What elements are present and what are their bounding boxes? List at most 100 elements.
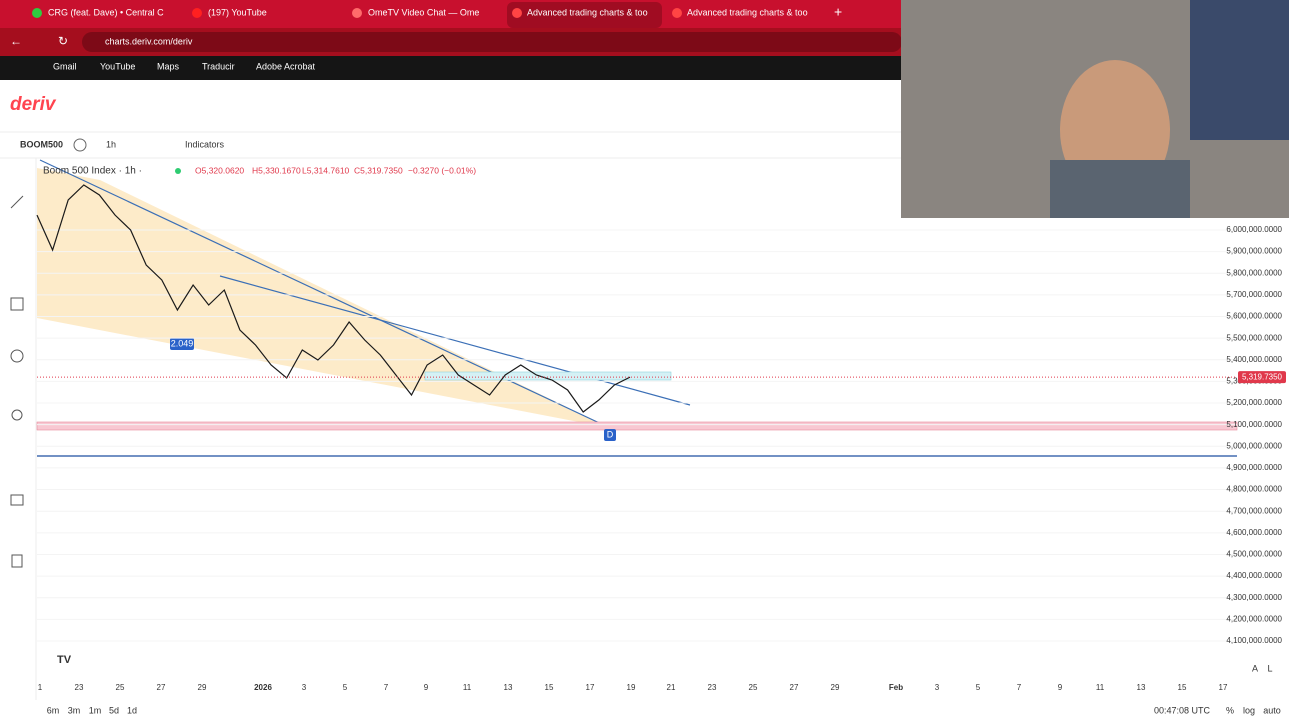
range-button[interactable]: 1d	[127, 705, 137, 715]
webcam-background	[1190, 0, 1289, 140]
y-tick-label: 5,000,000.0000	[1226, 441, 1282, 450]
x-tick-label: 15	[545, 683, 554, 692]
tool-icon[interactable]	[11, 554, 23, 568]
x-tick-label: 7	[1017, 683, 1022, 692]
ohlc-value: H5,330.1670	[252, 165, 301, 175]
add-symbol[interactable]	[73, 138, 87, 152]
scale-option[interactable]: auto	[1263, 705, 1281, 715]
y-tick-label: 4,100,000.0000	[1226, 636, 1282, 645]
y-tick-label: 5,900,000.0000	[1226, 247, 1282, 256]
tab-title[interactable]: OmeTV Video Chat — Ome	[368, 7, 479, 17]
y-tick-label: 4,800,000.0000	[1226, 485, 1282, 494]
tool-icon[interactable]	[10, 297, 24, 311]
y-tick-label: 4,400,000.0000	[1226, 571, 1282, 580]
x-tick-label: 19	[627, 683, 636, 692]
x-tick-label: 3	[935, 683, 940, 692]
y-tick-label: 4,700,000.0000	[1226, 506, 1282, 515]
y-tick-label: 5,800,000.0000	[1226, 268, 1282, 277]
y-tick-label: 5,700,000.0000	[1226, 290, 1282, 299]
back-button[interactable]: ←	[10, 34, 22, 48]
annotation-badge	[604, 429, 616, 441]
favicon	[192, 8, 202, 18]
price-line	[36, 184, 631, 413]
ohlc-legend: O5,320.0620 H5,330.1670 L5,314.7610 C5,319.…	[195, 165, 476, 175]
x-tick-label: 9	[1058, 683, 1063, 692]
tab-title[interactable]: CRG (feat. Dave) • Central C	[48, 7, 164, 17]
bookmark[interactable]: Adobe Acrobat	[256, 61, 316, 71]
bookmark[interactable]: Maps	[157, 61, 180, 71]
y-tick-label: 4,300,000.0000	[1226, 593, 1282, 602]
tab-title[interactable]: (197) YouTube	[208, 7, 267, 17]
favicon	[32, 8, 42, 18]
tab-title[interactable]: Advanced trading charts & too	[687, 7, 808, 17]
clock: 00:47:08 UTC	[1154, 705, 1211, 715]
favicon	[672, 8, 682, 18]
active-tab[interactable]	[507, 2, 662, 28]
y-tick-label: 4,900,000.0000	[1226, 463, 1282, 472]
footer: 6m 3m 1m 5d 1d 00:47:08 UTC% log auto A L	[47, 663, 1281, 715]
tool-icon[interactable]	[10, 195, 24, 209]
reload-button[interactable]: ↻	[58, 34, 68, 48]
trend-line	[219, 275, 691, 406]
x-tick-label: 11	[1096, 683, 1105, 692]
scale-option[interactable]: %	[1226, 705, 1234, 715]
favicon	[512, 8, 522, 18]
ohlc-value: O5,320.0620	[195, 165, 244, 175]
zone	[36, 421, 1238, 431]
zone	[424, 371, 672, 381]
favicon	[352, 8, 362, 18]
bookmark[interactable]: Gmail	[53, 61, 77, 71]
ohlc-value: L5,314.7610	[302, 165, 350, 175]
range-button[interactable]: 1m	[89, 705, 102, 715]
x-tick-label: 27	[157, 683, 166, 692]
x-tick-label: 15	[1178, 683, 1187, 692]
range-button[interactable]: 3m	[68, 705, 81, 715]
status-dot	[175, 168, 181, 174]
annotation: D	[607, 429, 614, 439]
x-tick-label: 25	[749, 683, 758, 692]
bookmark[interactable]: YouTube	[100, 61, 135, 71]
url[interactable]: charts.deriv.com/deriv	[105, 36, 193, 46]
interval[interactable]: 1h	[106, 139, 116, 149]
x-tick-label: 5	[976, 683, 981, 692]
y-tick-label: 5,200,000.0000	[1226, 398, 1282, 407]
indicators-button[interactable]: Indicators	[185, 139, 225, 149]
scale-button[interactable]: A	[1252, 663, 1258, 673]
x-tick-label: 21	[667, 683, 676, 692]
logo[interactable]: deriv	[10, 94, 57, 115]
trend-line	[39, 159, 611, 429]
symbol[interactable]: BOOM500	[20, 139, 63, 149]
x-tick-label: 25	[116, 683, 125, 692]
tab-title[interactable]: Advanced trading charts & too	[527, 7, 648, 17]
x-tick-label: 1	[38, 683, 43, 692]
tool-icon[interactable]	[10, 494, 24, 506]
webcam-person	[1050, 160, 1190, 218]
last-price-badge	[1238, 371, 1286, 384]
x-tick-label: 13	[504, 683, 513, 692]
annotation: 2.049	[171, 338, 194, 348]
new-tab[interactable]: +	[834, 4, 842, 20]
tool-icon[interactable]	[10, 349, 24, 363]
range-button[interactable]: 6m	[47, 705, 60, 715]
drawing-toolbar	[10, 195, 24, 568]
annotation-badge	[170, 338, 194, 350]
scale-option[interactable]: log	[1243, 705, 1255, 715]
x-tick-label: 3	[302, 683, 307, 692]
chart-title: Boom 500 Index · 1h ·	[43, 166, 142, 177]
y-tick-label: 5,600,000.0000	[1226, 312, 1282, 321]
x-tick-label: 29	[198, 683, 207, 692]
tv-logo: TV	[57, 654, 72, 666]
bookmark[interactable]: Traducir	[202, 61, 235, 71]
ohlc-value: C5,319.7350	[354, 165, 403, 175]
range-button[interactable]: 5d	[109, 705, 119, 715]
x-tick-label: 23	[75, 683, 84, 692]
y-tick-label: 5,100,000.0000	[1226, 420, 1282, 429]
x-tick-label: 9	[424, 683, 429, 692]
url-field[interactable]	[82, 32, 902, 52]
scale-button[interactable]: L	[1267, 663, 1272, 673]
tool-icon[interactable]	[11, 409, 23, 421]
x-tick-label: 2026	[254, 683, 272, 692]
y-tick-label: 5,400,000.0000	[1226, 355, 1282, 364]
